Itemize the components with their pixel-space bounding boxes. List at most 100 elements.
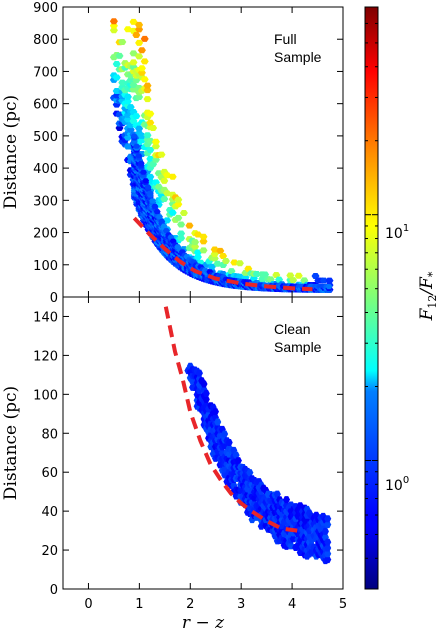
- hexbin-cell: [289, 277, 298, 284]
- hexbin-cell: [160, 177, 169, 184]
- hexbin-cell: [324, 538, 332, 546]
- bottom-panel-annotation-line1: Clean: [274, 321, 311, 337]
- hexbin-cell: [324, 521, 332, 529]
- hexbin-cell: [112, 60, 121, 67]
- hexbin-cell: [135, 153, 143, 159]
- hexbin-cell: [199, 247, 208, 254]
- hexbin-cell: [160, 195, 169, 202]
- hexbin-cell: [137, 65, 146, 72]
- hexbin-cell: [135, 53, 144, 60]
- hexbin-cell: [324, 515, 332, 523]
- bottom-panel-ylabel: Distance (pc): [1, 386, 21, 500]
- hexbin-cell: [137, 132, 146, 139]
- colorbar-label: F12/F*: [417, 271, 438, 321]
- hexbin-cell: [158, 219, 166, 225]
- hexbin-cell: [177, 221, 186, 228]
- hexbin-cell: [319, 277, 328, 284]
- hexbin-cell: [162, 228, 170, 234]
- colorbar-tick-label-1: 101: [385, 223, 409, 242]
- hexbin-cell: [275, 276, 284, 283]
- hexbin-cell: [230, 259, 239, 266]
- hexbin-cell: [137, 47, 146, 54]
- hexbin-cell: [157, 151, 166, 158]
- hexbin-cell: [146, 146, 155, 153]
- y-tick-label: 500: [33, 130, 58, 145]
- y-tick-label: 20: [41, 544, 58, 559]
- hexbin-cell: [195, 369, 203, 377]
- hexbin-cell: [211, 408, 219, 416]
- hexbin-cell: [151, 138, 160, 145]
- colorbar: [364, 6, 379, 590]
- hexbin-cell: [129, 50, 138, 57]
- hexbin-cell: [135, 26, 144, 33]
- hexbin-cell: [252, 270, 261, 277]
- hexbin-cell: [123, 98, 132, 105]
- hexbin-cell: [115, 125, 124, 132]
- hexbin-cell: [109, 22, 118, 29]
- hexbin-cell: [115, 52, 124, 59]
- hexbin-cell: [135, 125, 144, 132]
- hexbin-cell: [210, 250, 219, 257]
- hexbin-cell: [142, 178, 150, 184]
- hexbin-cell: [139, 169, 147, 175]
- hexbin-cell: [321, 527, 329, 535]
- hexbin-cell: [132, 113, 141, 120]
- hexbin-cell: [151, 203, 159, 209]
- hexbin-cell: [137, 137, 146, 144]
- hexbin-cell: [130, 133, 138, 139]
- hexbin-cell: [324, 544, 332, 552]
- top-panel-annotation-line2: Sample: [274, 49, 322, 65]
- hexbin-cell: [160, 223, 168, 229]
- hexbin-cell: [199, 233, 208, 240]
- hexbin-cell: [177, 235, 186, 242]
- hexbin-cell: [143, 82, 152, 89]
- hexbin-cell: [202, 390, 210, 398]
- hexbin-cell: [135, 39, 144, 46]
- hexbin-cell: [123, 93, 132, 100]
- hexbin-cell: [168, 209, 177, 216]
- hexbin-cell: [174, 214, 183, 221]
- hexbin-cell: [300, 277, 309, 284]
- hexbin-cell: [225, 438, 233, 446]
- hexbin-cell: [191, 239, 200, 246]
- hexbin-cell: [137, 160, 145, 166]
- hexbin-cell: [149, 198, 157, 204]
- hexbin-cell: [112, 92, 121, 99]
- hexbin-cell: [126, 104, 135, 111]
- hexbin-cell: [143, 132, 152, 139]
- hexbin-cell: [146, 173, 155, 180]
- hexbin-cell: [168, 173, 177, 180]
- y-tick-label: 700: [33, 65, 58, 80]
- colorbar-ticks: [365, 6, 378, 590]
- hexbin-cell: [179, 210, 188, 217]
- hexbin-cell: [169, 238, 177, 244]
- hexbin-cell: [146, 190, 154, 196]
- hexbin-cell: [140, 76, 149, 83]
- y-tick-label: 100: [33, 259, 58, 274]
- hexbin-cell: [234, 457, 242, 465]
- hexbin-cell: [126, 77, 135, 84]
- y-tick-label: 400: [33, 162, 58, 177]
- y-tick-label: 80: [41, 427, 58, 442]
- hexbin-cell: [177, 230, 186, 237]
- top-panel-annotation-line1: Full: [274, 31, 297, 47]
- bottom-panel-annotation-line2: Sample: [274, 339, 322, 355]
- x-tick-label: 2: [186, 597, 194, 612]
- hexbin-cell: [163, 217, 172, 224]
- hexbin-cell: [235, 260, 244, 267]
- y-tick-label: 0: [50, 583, 58, 598]
- hexbin-cell: [144, 184, 152, 190]
- hexbin-cell: [227, 268, 236, 275]
- hexbin-cell: [132, 77, 141, 84]
- hexbin-cell: [200, 380, 208, 388]
- y-tick-label: 300: [33, 194, 58, 209]
- hexbin-cell: [174, 196, 183, 203]
- y-tick-label: 100: [33, 388, 58, 403]
- hexbin-cell: [112, 88, 121, 95]
- top-panel-hexbins: [109, 18, 334, 293]
- hexbin-cell: [324, 556, 332, 564]
- y-tick-label: 200: [33, 227, 58, 242]
- hexbin-cell: [232, 451, 240, 459]
- y-tick-label: 140: [33, 310, 58, 325]
- hexbin-cell: [202, 395, 210, 403]
